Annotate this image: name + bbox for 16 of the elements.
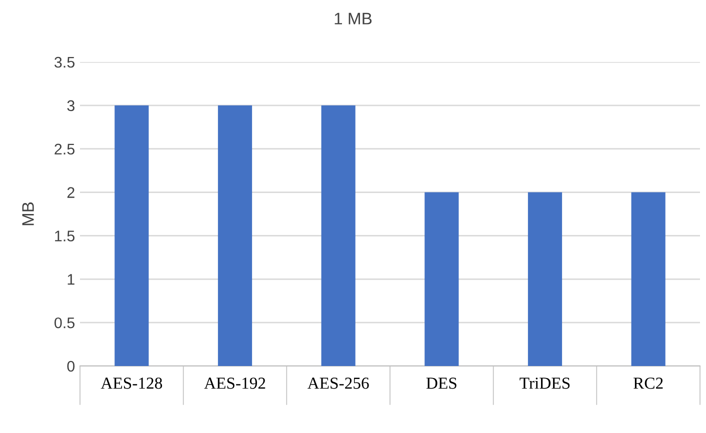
y-tick-label: 1.5 <box>55 230 74 242</box>
y-tick-label: 3 <box>67 100 74 112</box>
y-tick-label: 0 <box>67 360 75 372</box>
x-tick-label: RC2 <box>634 378 663 389</box>
y-axis-title: MB <box>22 202 34 226</box>
y-tick-label: 2 <box>67 187 74 198</box>
x-tick-label: AES-192 <box>204 378 266 389</box>
y-tick-label: 1 <box>68 274 74 285</box>
x-tick-label: AES-256 <box>307 378 369 389</box>
y-tick-label: 0.5 <box>54 317 74 328</box>
x-tick-label: TriDES <box>520 378 570 389</box>
chart-title: 1 MB <box>334 12 372 24</box>
y-tick-label: 2.5 <box>54 144 74 155</box>
x-tick-label: DES <box>426 378 456 389</box>
y-tick-label: 3.5 <box>54 56 74 68</box>
x-tick-label: AES-128 <box>100 378 162 389</box>
